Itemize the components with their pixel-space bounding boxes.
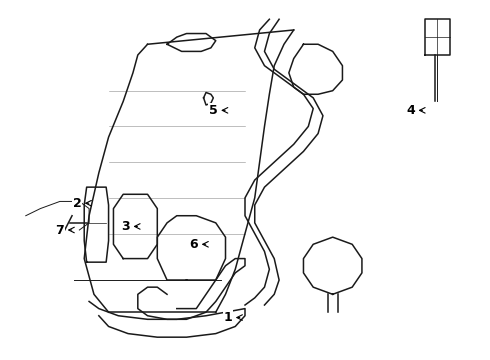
Text: 4: 4 [406,104,415,117]
Text: 5: 5 [209,104,218,117]
Text: 6: 6 [190,238,198,251]
Text: 3: 3 [122,220,130,233]
Text: 7: 7 [55,224,64,237]
Text: 2: 2 [73,197,81,210]
Text: 1: 1 [223,311,232,324]
